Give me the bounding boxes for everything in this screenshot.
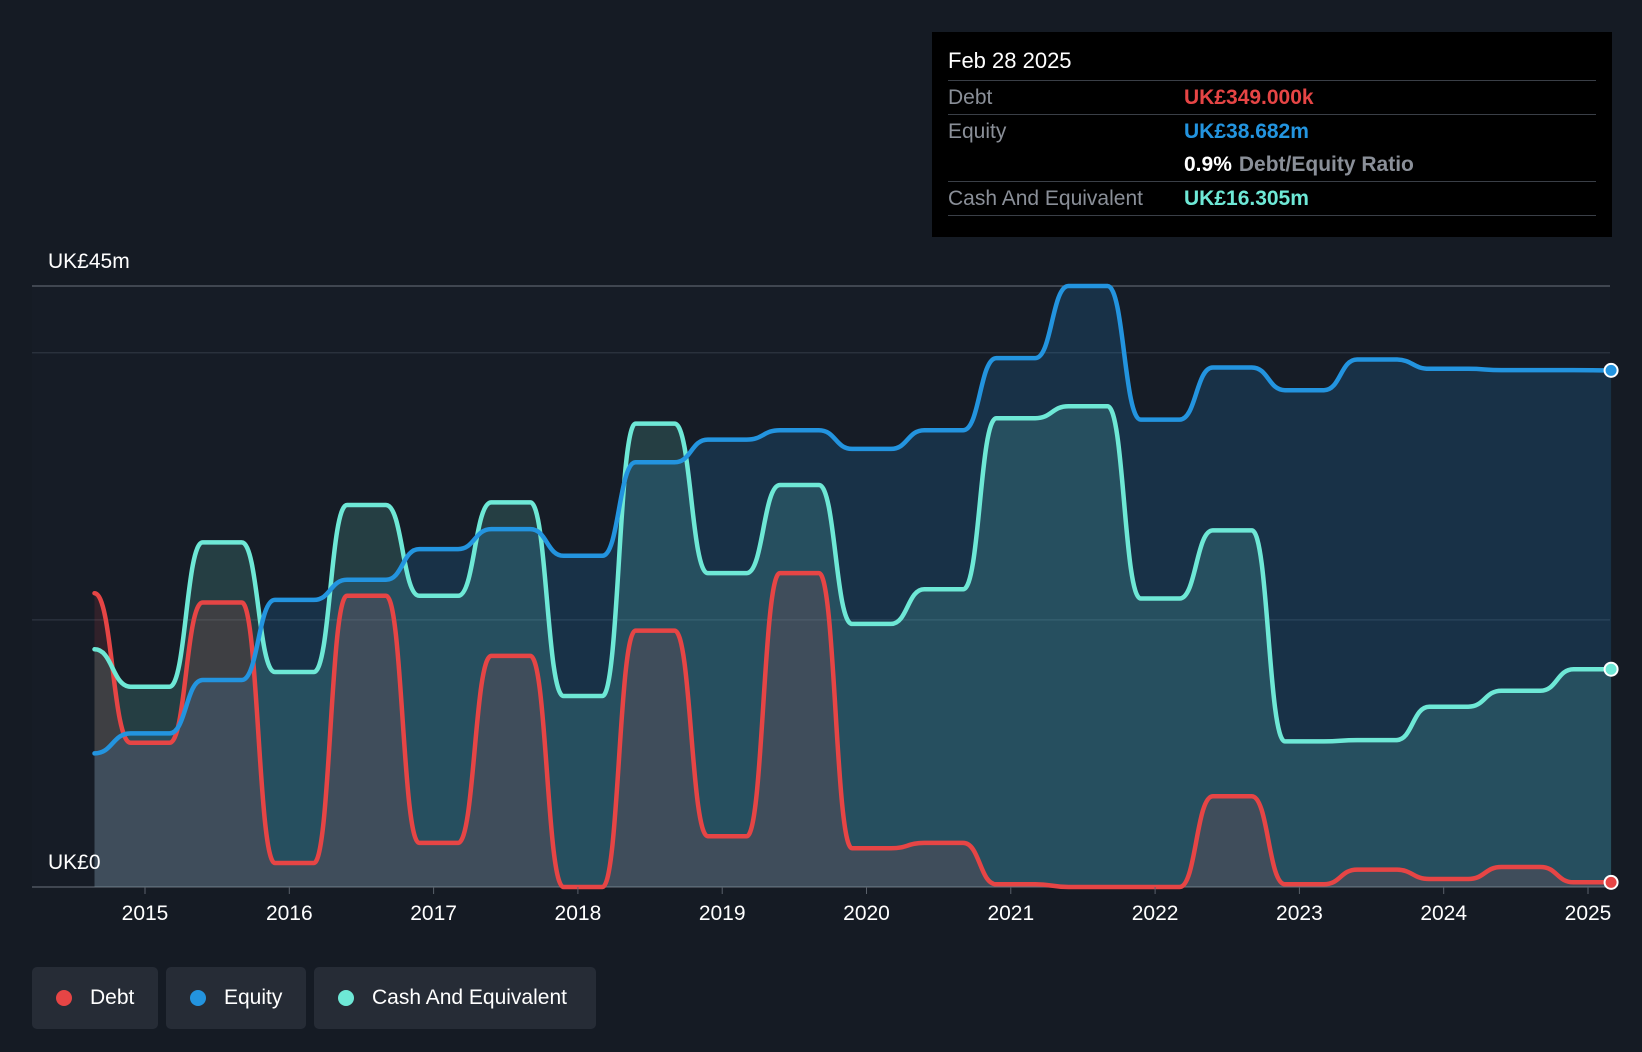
y-axis-bottom-label: UK£0	[48, 851, 101, 874]
tooltip-debt-label: Debt	[948, 85, 993, 109]
y-axis-top-label: UK£45m	[48, 250, 130, 273]
legend-debt-label: Debt	[90, 986, 135, 1009]
equity-dot-icon	[190, 990, 206, 1006]
x-tick-label: 2017	[410, 902, 457, 925]
tooltip-cash-value: UK£16.305m	[1184, 186, 1309, 210]
cash-and-equivalent-line	[92, 403, 1614, 744]
cash-and-equivalent-endpoint	[1603, 661, 1619, 677]
tooltip-debt-value: UK£349.000k	[1184, 85, 1314, 109]
legend-item-cash[interactable]: Cash And Equivalent	[314, 967, 596, 1029]
x-tick-label: 2016	[266, 902, 313, 925]
x-tick-label: 2024	[1420, 902, 1467, 925]
x-tick-label: 2023	[1276, 902, 1323, 925]
debt-line	[92, 570, 1614, 890]
gridlines	[32, 285, 1610, 888]
tooltip-debt-row: Debt UK£349.000k	[948, 80, 1596, 114]
legend-item-debt[interactable]: Debt	[32, 967, 158, 1029]
debt-dot-icon	[56, 990, 72, 1006]
cash-dot-icon	[338, 990, 354, 1006]
x-tick-label: 2021	[987, 902, 1034, 925]
x-tick-label: 2025	[1565, 902, 1612, 925]
tooltip-equity-value: UK£38.682m	[1184, 119, 1309, 143]
data-tooltip: Feb 28 2025 Debt UK£349.000k Equity UK£3…	[932, 32, 1612, 237]
x-tick-label: 2018	[555, 902, 602, 925]
series-endpoints	[1603, 362, 1619, 890]
series-lines	[92, 283, 1614, 890]
tooltip-ratio-label: Debt/Equity Ratio	[1238, 152, 1414, 176]
x-tick-label: 2020	[843, 902, 890, 925]
equity-endpoint	[1603, 362, 1619, 378]
equity-line	[92, 283, 1614, 756]
debt-area	[94, 573, 1612, 887]
x-axis-ticks: 2015 2016 2017 2018 2019 2020 2021 2022 2023 2024…	[122, 887, 1612, 925]
tooltip-date: Feb 28 2025	[948, 48, 1072, 73]
tooltip-cash-label: Cash And Equivalent	[948, 186, 1143, 210]
tooltip-ratio-value: 0.9%	[1184, 152, 1232, 176]
tooltip-equity-label: Equity	[948, 119, 1007, 143]
legend-item-equity[interactable]: Equity	[166, 967, 306, 1029]
legend-equity-label: Equity	[224, 986, 283, 1009]
x-tick-label: 2015	[122, 902, 169, 925]
legend-cash-label: Cash And Equivalent	[372, 986, 567, 1009]
plot-background	[32, 286, 1610, 887]
tooltip-cash-row: Cash And Equivalent UK£16.305m	[948, 181, 1596, 216]
tooltip-ratio-row: 0.9% Debt/Equity Ratio	[948, 148, 1596, 181]
x-tick-label: 2019	[699, 902, 746, 925]
tooltip-equity-row: Equity UK£38.682m	[948, 114, 1596, 148]
x-tick-label: 2022	[1132, 902, 1179, 925]
debt-endpoint	[1603, 874, 1619, 890]
